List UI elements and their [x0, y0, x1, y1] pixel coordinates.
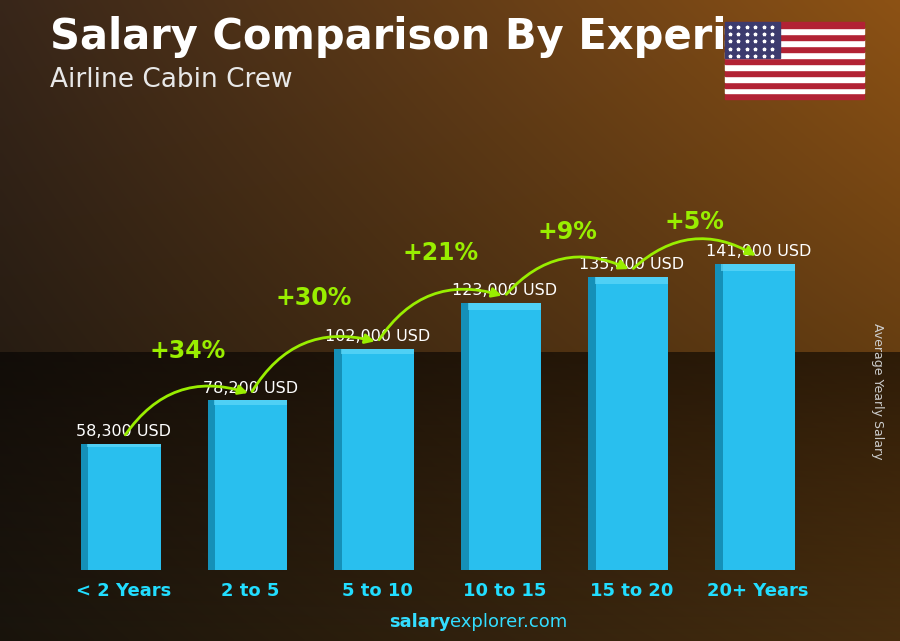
Text: Airline Cabin Crew: Airline Cabin Crew	[50, 67, 292, 94]
Bar	[716, 263, 723, 570]
Text: +34%: +34%	[149, 340, 225, 363]
Bar	[724, 40, 864, 46]
Bar	[335, 349, 342, 570]
Bar	[724, 64, 864, 70]
Text: salary: salary	[389, 613, 450, 631]
Bar	[724, 76, 864, 81]
Text: +30%: +30%	[276, 285, 352, 310]
Text: 58,300 USD: 58,300 USD	[76, 424, 171, 439]
Bar	[595, 277, 668, 570]
Bar	[81, 444, 88, 570]
Bar	[341, 349, 414, 570]
Text: Average Yearly Salary: Average Yearly Salary	[871, 323, 884, 459]
Bar	[341, 349, 414, 354]
Text: 141,000 USD: 141,000 USD	[706, 244, 811, 259]
Bar	[724, 22, 864, 28]
Text: +5%: +5%	[665, 210, 725, 235]
Bar	[589, 277, 596, 570]
Text: 123,000 USD: 123,000 USD	[452, 283, 557, 298]
Bar	[724, 81, 864, 88]
Bar	[87, 444, 160, 570]
Bar	[724, 52, 864, 58]
Bar	[595, 277, 668, 284]
Bar	[722, 263, 795, 271]
Text: 102,000 USD: 102,000 USD	[325, 329, 430, 344]
Bar	[214, 401, 287, 404]
Bar	[724, 46, 864, 52]
Bar	[462, 303, 469, 570]
Text: +9%: +9%	[538, 220, 598, 244]
Bar	[724, 94, 864, 99]
Text: 135,000 USD: 135,000 USD	[579, 257, 684, 272]
Bar	[724, 88, 864, 94]
Bar	[468, 303, 541, 310]
Bar	[722, 263, 795, 570]
Bar	[724, 34, 864, 40]
Bar	[724, 28, 864, 34]
Text: +21%: +21%	[403, 242, 479, 265]
Bar	[724, 70, 864, 76]
Text: explorer.com: explorer.com	[450, 613, 567, 631]
Text: 78,200 USD: 78,200 USD	[203, 381, 298, 395]
Bar	[208, 401, 215, 570]
Bar	[724, 22, 780, 58]
Bar	[87, 444, 160, 447]
Text: Salary Comparison By Experience: Salary Comparison By Experience	[50, 16, 837, 58]
Bar	[724, 58, 864, 64]
Bar	[468, 303, 541, 570]
Bar	[214, 401, 287, 570]
